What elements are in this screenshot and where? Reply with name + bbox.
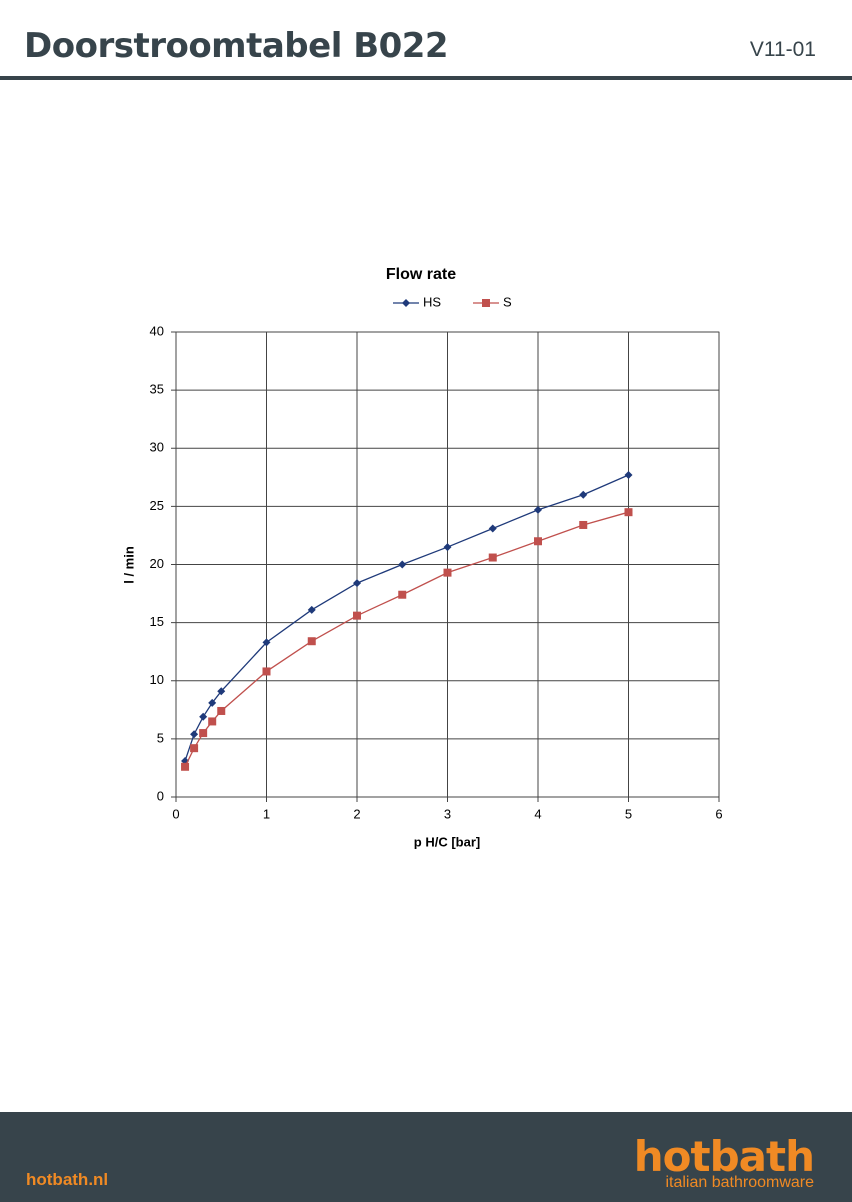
chart-title: Flow rate <box>386 266 456 283</box>
x-tick-label: 1 <box>263 806 270 821</box>
marker <box>398 590 407 599</box>
marker <box>262 667 271 676</box>
marker <box>353 579 361 588</box>
page-title: Doorstroomtabel B022 <box>24 26 449 66</box>
marker <box>534 537 542 546</box>
y-axis-label: l / min <box>121 546 136 584</box>
marker <box>190 730 199 739</box>
brand-logo: hotbath <box>633 1132 815 1181</box>
marker <box>208 698 217 707</box>
legend-marker <box>402 299 410 307</box>
marker <box>398 560 407 569</box>
marker <box>262 638 271 647</box>
marker <box>199 712 208 721</box>
marker <box>199 729 208 738</box>
marker <box>534 505 542 514</box>
marker <box>208 717 217 726</box>
marker <box>579 520 588 529</box>
y-tick-label: 10 <box>150 672 164 687</box>
marker <box>353 611 361 620</box>
version: V11-01 <box>749 38 816 61</box>
y-tick-label: 30 <box>150 440 164 455</box>
legend-marker <box>482 299 490 307</box>
y-tick-label: 20 <box>150 556 164 571</box>
marker <box>443 543 452 552</box>
marker <box>217 706 226 715</box>
y-tick-label: 40 <box>150 323 164 338</box>
x-tick-label: 2 <box>353 806 360 821</box>
x-tick-label: 6 <box>715 806 722 821</box>
marker <box>488 553 497 562</box>
tagline: italian bathroomware <box>665 1174 814 1191</box>
marker <box>307 637 316 646</box>
legend-label: S <box>503 294 512 309</box>
x-tick-label: 5 <box>625 806 632 821</box>
x-tick-label: 4 <box>534 806 541 821</box>
footer: hotbath.nl hotbath italian bathroomware <box>0 1112 852 1202</box>
legend-label: HS <box>423 294 441 309</box>
website[interactable]: hotbath.nl <box>26 1170 109 1189</box>
x-tick-label: 0 <box>172 806 179 821</box>
marker <box>624 508 633 517</box>
marker <box>181 762 190 771</box>
x-tick-label: 3 <box>444 806 451 821</box>
marker <box>488 524 497 533</box>
marker <box>579 490 588 499</box>
x-axis-label: p H/C [bar] <box>414 834 480 849</box>
y-tick-label: 0 <box>157 788 164 803</box>
marker <box>307 605 316 614</box>
y-tick-label: 25 <box>150 498 164 513</box>
y-tick-label: 35 <box>150 382 164 397</box>
chart: Flow rate p H/C [bar] l / min 0510152025… <box>121 266 722 849</box>
marker <box>443 568 452 577</box>
header-rule <box>0 76 852 80</box>
marker <box>217 687 226 696</box>
y-tick-label: 15 <box>150 614 164 629</box>
marker <box>624 470 633 479</box>
y-tick-label: 5 <box>157 730 164 745</box>
marker <box>190 744 199 753</box>
